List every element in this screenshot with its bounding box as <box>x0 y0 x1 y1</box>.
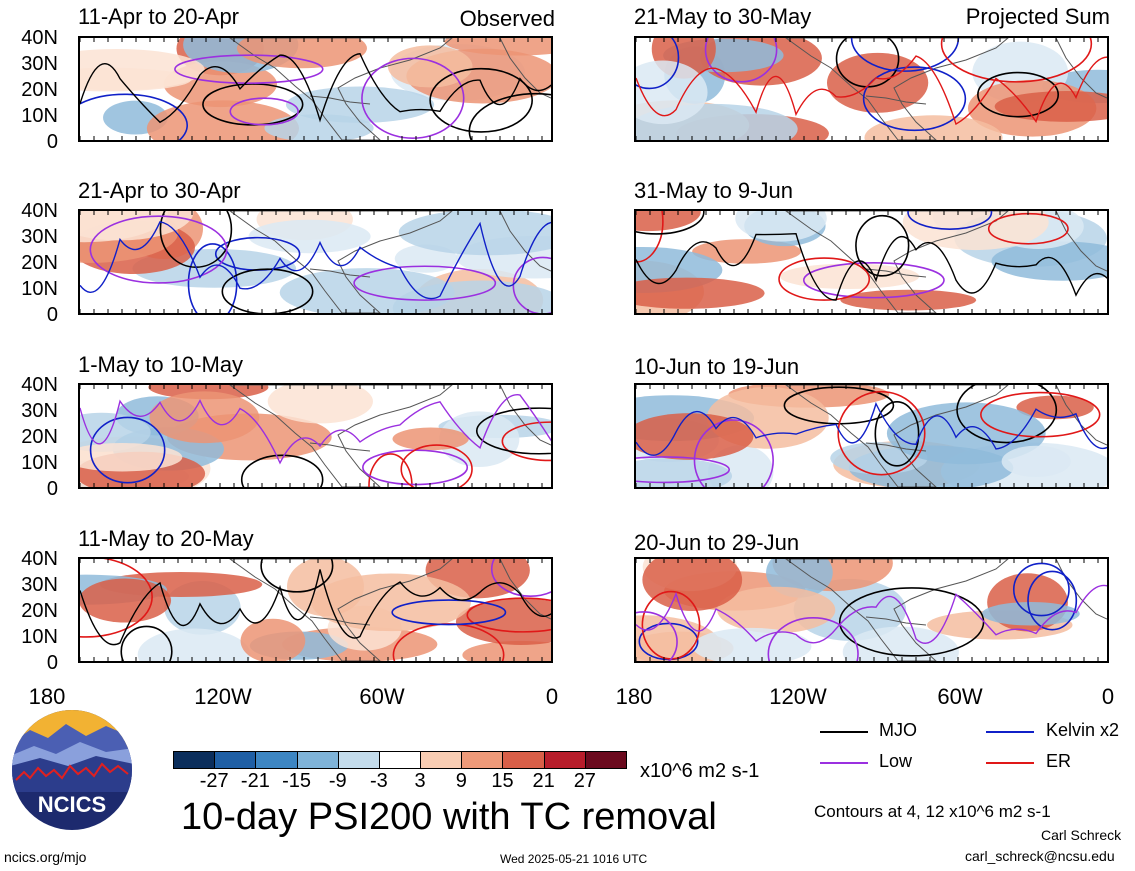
x-tick-label: 0 <box>545 684 559 709</box>
y-tick-label: 40N <box>21 27 58 49</box>
observed-label: Observed <box>459 6 555 31</box>
ncics-logo: NCICS <box>10 708 134 832</box>
colorbar-label: -9 <box>328 770 347 792</box>
colorbar-swatch <box>296 751 339 769</box>
colorbar-label: -15 <box>282 770 311 792</box>
y-tick-label: 20N <box>21 426 58 448</box>
colorbar-label: 9 <box>455 770 467 792</box>
colorbar-swatch <box>337 751 380 769</box>
y-tick-label: 40N <box>21 200 58 222</box>
colorbar-swatch <box>543 751 586 769</box>
colorbar-units: x10^6 m2 s-1 <box>640 760 760 782</box>
logo-text: NCICS <box>38 792 106 817</box>
map-panel <box>78 209 553 315</box>
legend-kelvin-label: Kelvin x2 <box>1046 720 1120 740</box>
x-tick-label: 180 <box>28 684 66 709</box>
contours-note: Contours at 4, 12 x10^6 m2 s-1 <box>814 802 1051 821</box>
author: Carl Schreck <box>1041 827 1122 843</box>
y-tick-label: 0 <box>46 652 58 674</box>
y-tick-label: 0 <box>46 478 58 500</box>
legend-kelvin-line <box>986 731 1034 733</box>
map-panel <box>634 557 1109 663</box>
legend-mjo-line <box>820 731 868 733</box>
panel-title: 11-Apr to 20-Apr <box>78 4 240 29</box>
x-tick-label: 60W <box>937 684 983 709</box>
legend-er-label: ER <box>1046 751 1072 771</box>
colorbar-swatch <box>461 751 504 769</box>
map-panel <box>634 209 1109 315</box>
y-tick-label: 40N <box>21 374 58 396</box>
legend-mjo-label: MJO <box>879 720 917 740</box>
panel-title: 10-Jun to 19-Jun <box>634 354 800 379</box>
colorbar-swatch <box>173 751 216 769</box>
panel-title: 11-May to 20-May <box>78 526 254 551</box>
x-tick-label: 0 <box>1101 684 1115 709</box>
colorbar-label: -27 <box>199 770 229 792</box>
colorbar-swatch <box>214 751 257 769</box>
map-panel <box>78 557 553 663</box>
legend-er-line <box>986 762 1034 764</box>
y-tick-label: 30N <box>21 574 58 596</box>
legend-low-label: Low <box>879 751 913 771</box>
panel-title: 31-May to 9-Jun <box>634 178 793 203</box>
colorbar-label: 21 <box>532 770 555 792</box>
y-tick-label: 30N <box>21 400 58 422</box>
colorbar-swatch <box>584 751 627 769</box>
colorbar-swatch <box>420 751 463 769</box>
panel-title: 1-May to 10-May <box>78 352 244 377</box>
x-tick-label: 60W <box>359 684 405 709</box>
y-tick-label: 30N <box>21 53 58 75</box>
y-tick-label: 20N <box>21 252 58 274</box>
colorbar-swatch <box>502 751 545 769</box>
colorbar-label: 15 <box>491 770 514 792</box>
x-tick-label: 120W <box>769 684 827 709</box>
site-link[interactable]: ncics.org/mjo <box>4 849 87 865</box>
panel-title: 20-Jun to 29-Jun <box>634 530 800 555</box>
colorbar-swatch <box>255 751 298 769</box>
author-email: carl_schreck@ncsu.edu <box>965 848 1115 864</box>
y-tick-label: 0 <box>46 131 58 153</box>
timestamp: Wed 2025-05-21 1016 UTC <box>500 852 648 866</box>
legend-low-line <box>820 762 868 764</box>
map-panel <box>78 36 553 142</box>
y-tick-label: 10N <box>21 278 58 300</box>
x-tick-label: 180 <box>615 684 653 709</box>
colorbar-label: -21 <box>240 770 270 792</box>
map-panel <box>78 383 553 489</box>
panel-title: 21-May to 30-May <box>634 4 812 29</box>
colorbar <box>173 751 627 769</box>
projected-sum-label: Projected Sum <box>965 4 1110 29</box>
y-tick-label: 20N <box>21 79 58 101</box>
y-tick-label: 10N <box>21 626 58 648</box>
colorbar-label: 3 <box>414 770 426 792</box>
map-panel <box>634 383 1109 489</box>
colorbar-label: -3 <box>370 770 388 792</box>
colorbar-swatch <box>378 751 422 769</box>
y-tick-label: 0 <box>46 304 58 326</box>
y-tick-label: 10N <box>21 105 58 127</box>
colorbar-label: 27 <box>573 770 596 792</box>
map-panel <box>634 36 1109 142</box>
y-tick-label: 20N <box>21 600 58 622</box>
y-tick-label: 40N <box>21 548 58 570</box>
main-title: 10-day PSI200 with TC removal <box>181 796 717 838</box>
x-tick-label: 120W <box>194 684 252 709</box>
panel-title: 21-Apr to 30-Apr <box>78 178 241 203</box>
y-tick-label: 30N <box>21 226 58 248</box>
y-tick-label: 10N <box>21 452 58 474</box>
